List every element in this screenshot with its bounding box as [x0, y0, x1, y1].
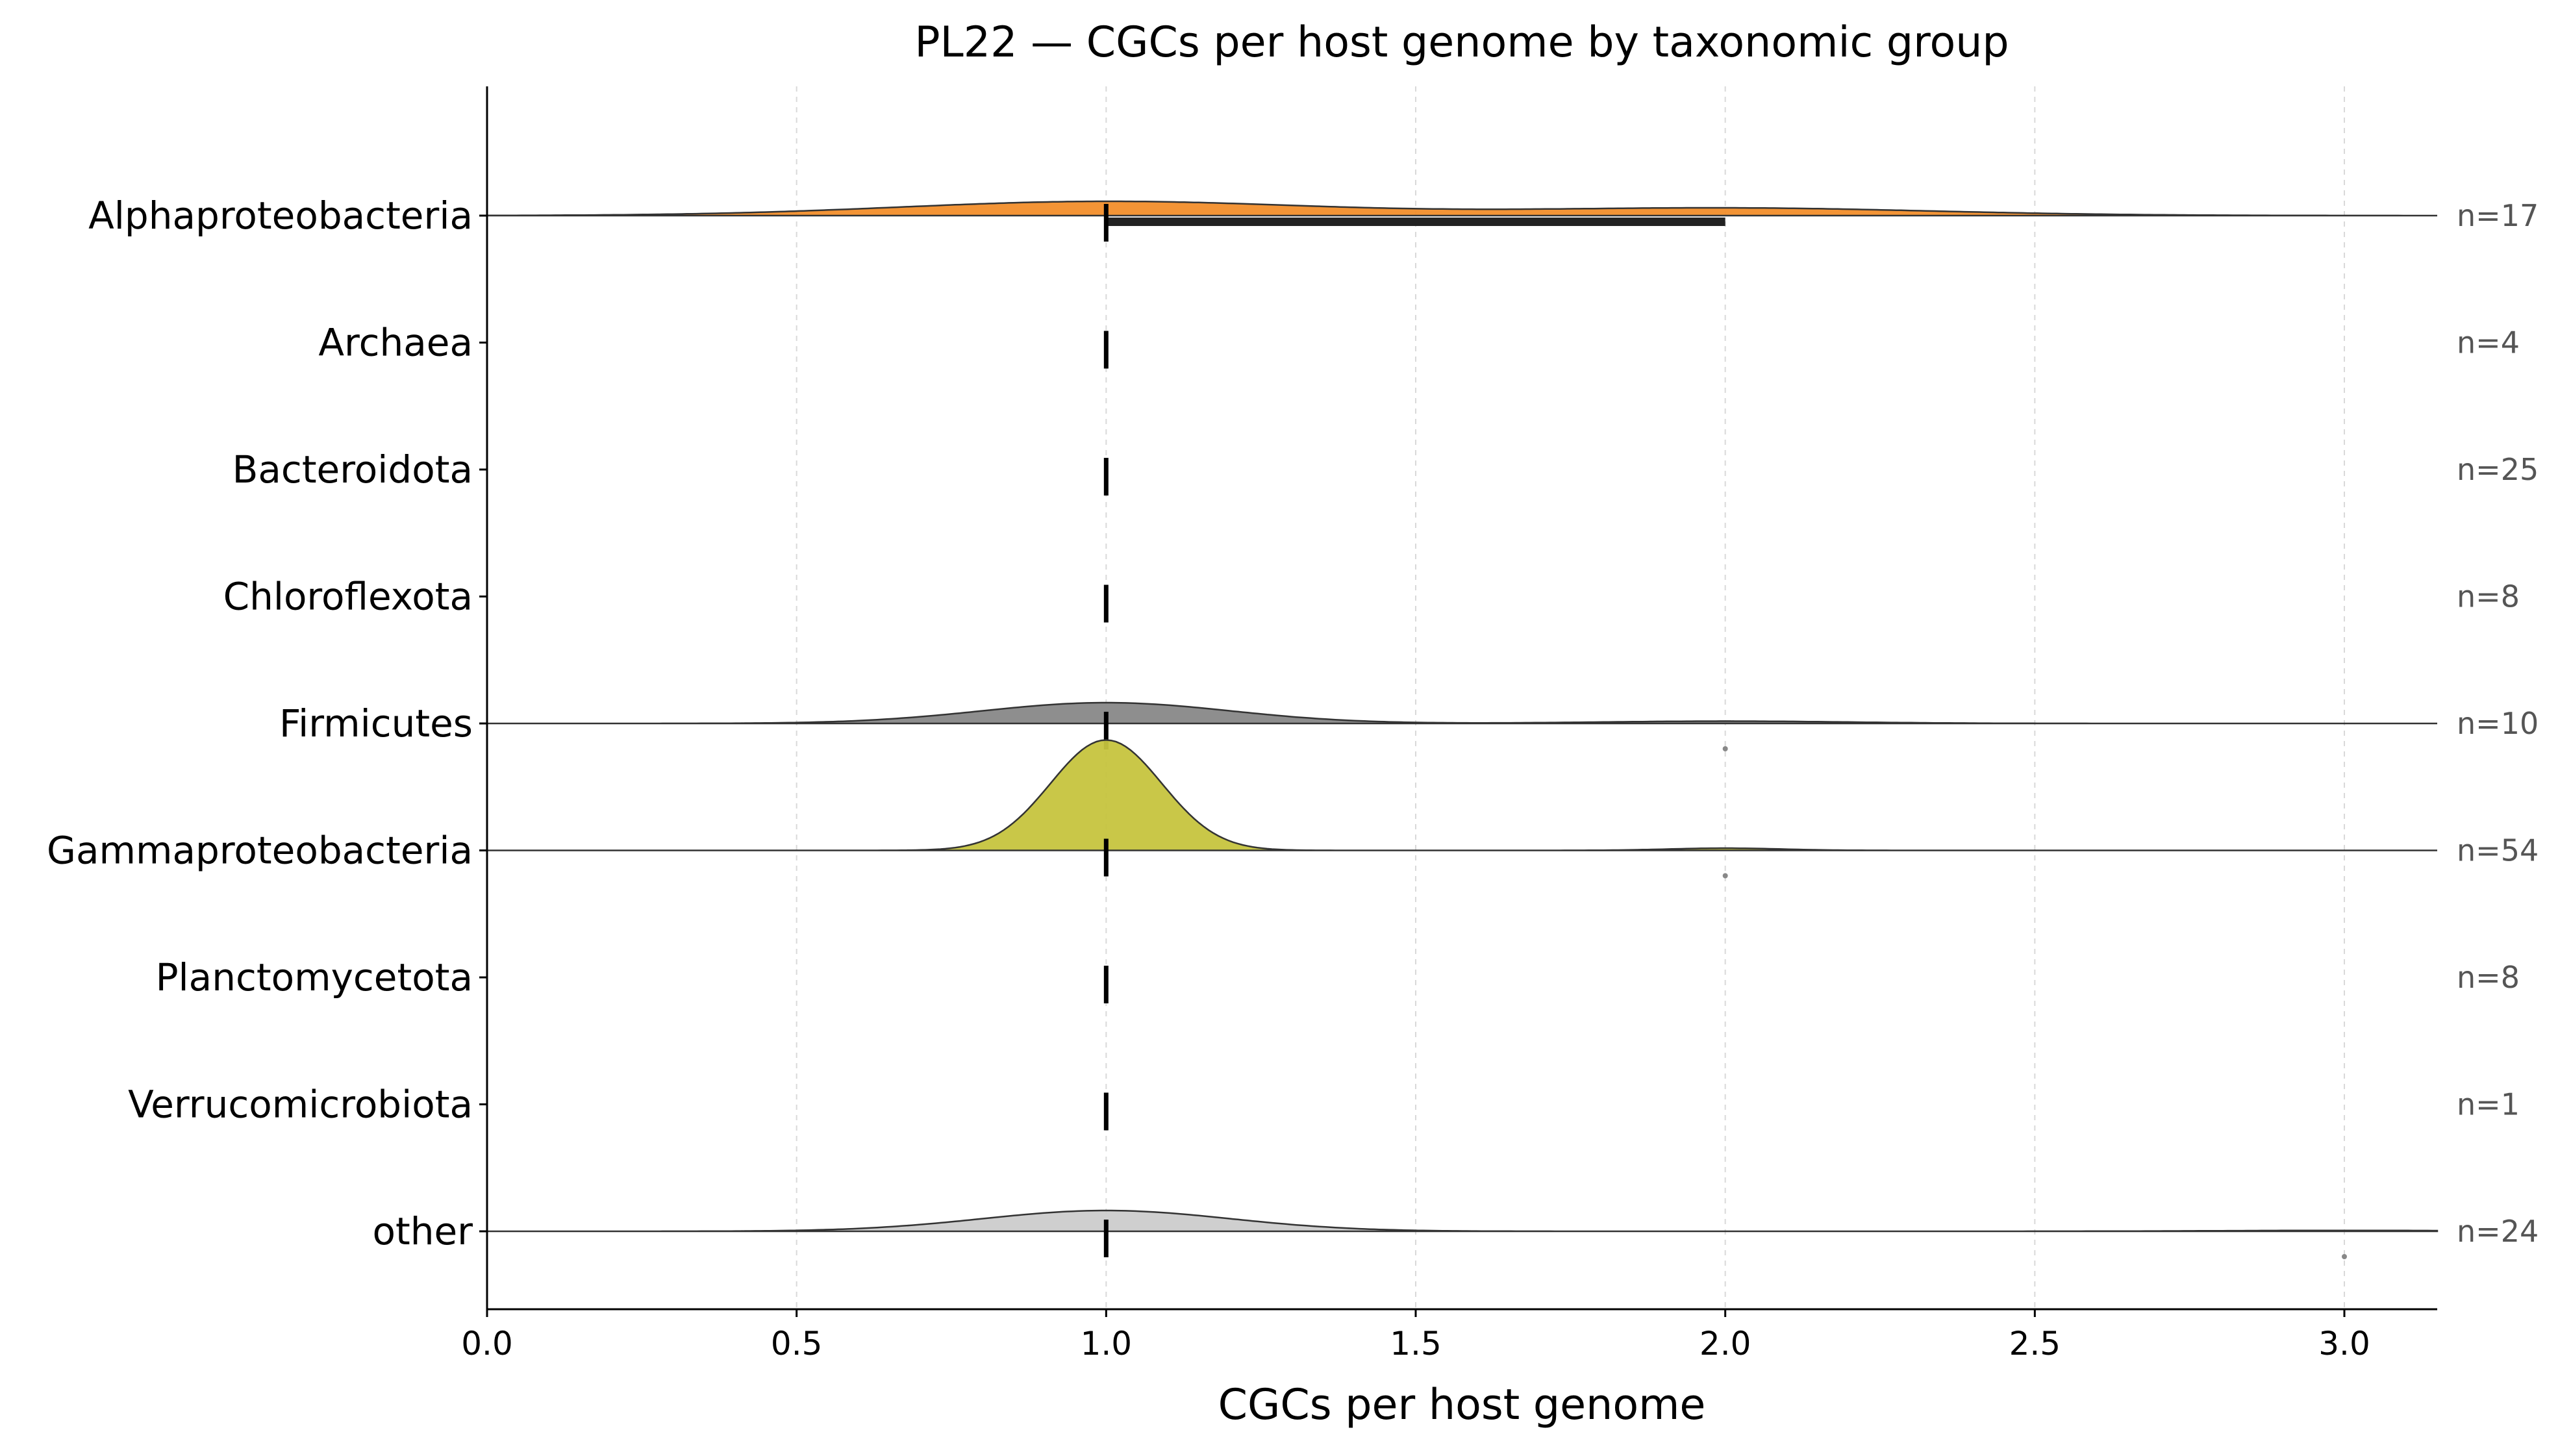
x-tick-label: 2.5 [2009, 1325, 2061, 1362]
density-ridge [487, 739, 2437, 851]
y-tick-label: Verrucomicrobiota [128, 1083, 473, 1127]
x-tick-label: 2.0 [1699, 1325, 1751, 1362]
n-label: n=54 [2457, 833, 2539, 868]
n-label: n=8 [2457, 579, 2520, 614]
outlier-point [1722, 873, 1728, 879]
chart-title: PL22 — CGCs per host genome by taxonomic… [914, 18, 2009, 67]
n-label: n=17 [2457, 198, 2539, 233]
y-tick-label: Planctomycetota [156, 955, 473, 999]
y-tick-label: Gammaproteobacteria [47, 829, 473, 873]
x-tick-label: 0.0 [461, 1325, 513, 1362]
ridge-layer [486, 200, 2439, 1259]
n-label: n=8 [2457, 960, 2520, 995]
y-tick-label: Archaea [318, 321, 473, 365]
n-label: n=4 [2457, 325, 2520, 360]
x-tick-label: 3.0 [2318, 1325, 2370, 1362]
x-tick-label: 1.5 [1390, 1325, 1442, 1362]
density-ridge [487, 701, 2437, 725]
n-label: n=1 [2457, 1087, 2520, 1122]
y-tick-label: Alphaproteobacteria [88, 194, 473, 238]
y-tick-label: Bacteroidota [232, 447, 473, 492]
n-label: n=24 [2457, 1214, 2539, 1249]
outlier-point [1722, 746, 1728, 751]
label-layer: Alphaproteobacteria n=17 Archaea n=4 Bactero… [47, 194, 2539, 1253]
density-ridge [487, 1209, 2439, 1233]
outlier-point [2342, 1254, 2347, 1259]
x-tick-label: 1.0 [1081, 1325, 1133, 1362]
grid-layer [796, 86, 2345, 1309]
x-tick-label: 0.5 [771, 1325, 823, 1362]
y-tick-label: Chloroflexota [223, 575, 473, 619]
n-label: n=25 [2457, 452, 2539, 487]
density-ridge [486, 200, 2437, 217]
y-tick-label: other [372, 1209, 473, 1253]
y-tick-label: Firmicutes [279, 701, 473, 746]
iqr-bar [1106, 218, 1725, 226]
n-label: n=10 [2457, 706, 2539, 741]
axis-layer: 0.0 0.5 1.0 1.5 2.0 2.5 3.0 [461, 86, 2437, 1362]
x-axis-label: CGCs per host genome [1218, 1381, 1706, 1429]
